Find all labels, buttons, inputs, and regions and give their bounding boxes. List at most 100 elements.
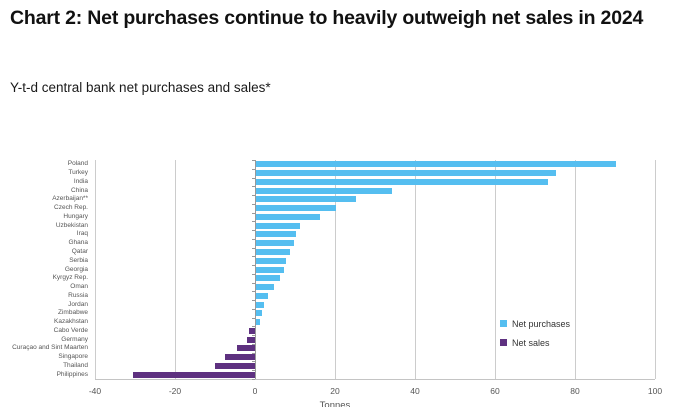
bar: [256, 178, 548, 185]
gridline: [95, 160, 96, 379]
gridline: [495, 160, 496, 379]
y-axis-tick: [252, 343, 255, 345]
legend-label-net-sales: Net sales: [512, 337, 550, 348]
y-axis-tick: [252, 160, 255, 161]
bar: [256, 213, 320, 220]
category-label: Kazakhstan: [54, 318, 88, 326]
y-axis-tick: [252, 300, 255, 302]
y-axis-tick: [252, 177, 255, 179]
chart-title: Chart 2: Net purchases continue to heavi…: [10, 7, 644, 29]
legend-label-net-purchases: Net purchases: [512, 318, 571, 329]
x-axis-tick-label: 60: [490, 386, 500, 396]
category-label: Kyrgyz Rep.: [52, 274, 88, 282]
y-axis-tick: [252, 256, 255, 258]
bar: [215, 362, 255, 369]
category-label: Philippines: [56, 370, 88, 378]
category-label: Curaçao and Sint Maarten: [12, 344, 88, 352]
gridline: [655, 160, 656, 379]
y-axis-tick: [252, 317, 255, 319]
y-axis-tick: [252, 361, 255, 363]
y-axis-tick: [252, 238, 255, 240]
bar: [256, 196, 356, 203]
category-label: Ghana: [68, 239, 88, 247]
bar: [237, 345, 255, 352]
category-label: China: [71, 186, 88, 194]
x-axis-tick-label: -40: [88, 386, 102, 396]
y-axis-tick: [252, 379, 255, 380]
y-axis-tick: [252, 308, 255, 310]
bar: [247, 336, 255, 343]
y-axis-tick: [252, 195, 255, 197]
y-axis-tick: [252, 186, 255, 188]
y-axis-tick: [252, 212, 255, 214]
bar: [256, 284, 274, 291]
gridline: [175, 160, 176, 379]
category-label: Azerbaijan**: [52, 195, 88, 203]
bar: [256, 161, 616, 168]
net-sales-swatch-icon: [500, 339, 507, 346]
bar: [256, 319, 260, 326]
bar: [256, 240, 294, 247]
category-label: Poland: [67, 160, 88, 168]
bar: [256, 231, 296, 238]
category-label: Cabo Verde: [53, 326, 88, 334]
bar: [256, 292, 268, 299]
category-label: Turkey: [68, 169, 88, 177]
gridline: [415, 160, 416, 379]
category-label: Czech Rep.: [54, 204, 88, 212]
category-label: Russia: [68, 291, 88, 299]
y-axis-tick: [252, 273, 255, 275]
x-axis-tick-label: -20: [168, 386, 182, 396]
y-axis-tick: [252, 203, 255, 205]
bar: [256, 266, 284, 273]
gridline: [575, 160, 576, 379]
gridline: [335, 160, 336, 379]
category-label: Georgia: [64, 265, 88, 273]
bar: [225, 354, 255, 361]
x-axis-line: [95, 379, 655, 380]
y-axis-tick: [252, 221, 255, 223]
category-label: India: [73, 177, 88, 185]
legend-item-net-purchases: Net purchases: [500, 317, 570, 330]
y-axis-tick: [252, 326, 255, 328]
y-axis-tick: [252, 370, 255, 372]
y-axis-tick: [252, 291, 255, 293]
bar: [249, 327, 255, 334]
zero-gridline: [255, 160, 256, 379]
bar: [256, 222, 300, 229]
x-axis-title: Tonnes: [319, 400, 351, 407]
y-axis-tick: [252, 282, 255, 284]
bar: [256, 170, 556, 177]
y-axis-tick: [252, 230, 255, 232]
chart-legend: Net purchases Net sales: [500, 317, 570, 355]
category-label: Oman: [70, 283, 88, 291]
bar: [256, 248, 290, 255]
category-label: Iraq: [76, 230, 88, 238]
bar: [256, 187, 392, 194]
net-purchases-swatch-icon: [500, 320, 507, 327]
y-axis-tick: [252, 335, 255, 337]
x-axis-tick-label: 40: [410, 386, 420, 396]
category-label: Germany: [61, 335, 88, 343]
bar: [256, 301, 264, 308]
bar: [256, 310, 262, 317]
x-axis-tick-label: 80: [570, 386, 580, 396]
category-label: Singapore: [58, 353, 88, 361]
bar: [256, 275, 280, 282]
category-label: Thailand: [63, 361, 88, 369]
y-axis-tick: [252, 247, 255, 249]
category-label: Serbia: [69, 256, 88, 264]
bar: [256, 205, 336, 212]
bar: [256, 257, 286, 264]
y-axis-tick: [252, 352, 255, 354]
x-axis-tick-label: 0: [252, 386, 258, 396]
category-label: Hungary: [63, 212, 88, 220]
x-axis-tick-label: 100: [647, 386, 663, 396]
chart-subtitle: Y-t-d central bank net purchases and sal…: [10, 80, 271, 95]
y-axis-tick: [252, 265, 255, 267]
category-label: Qatar: [71, 247, 88, 255]
x-axis-tick-label: 20: [330, 386, 340, 396]
category-label: Zimbabwe: [58, 309, 88, 317]
